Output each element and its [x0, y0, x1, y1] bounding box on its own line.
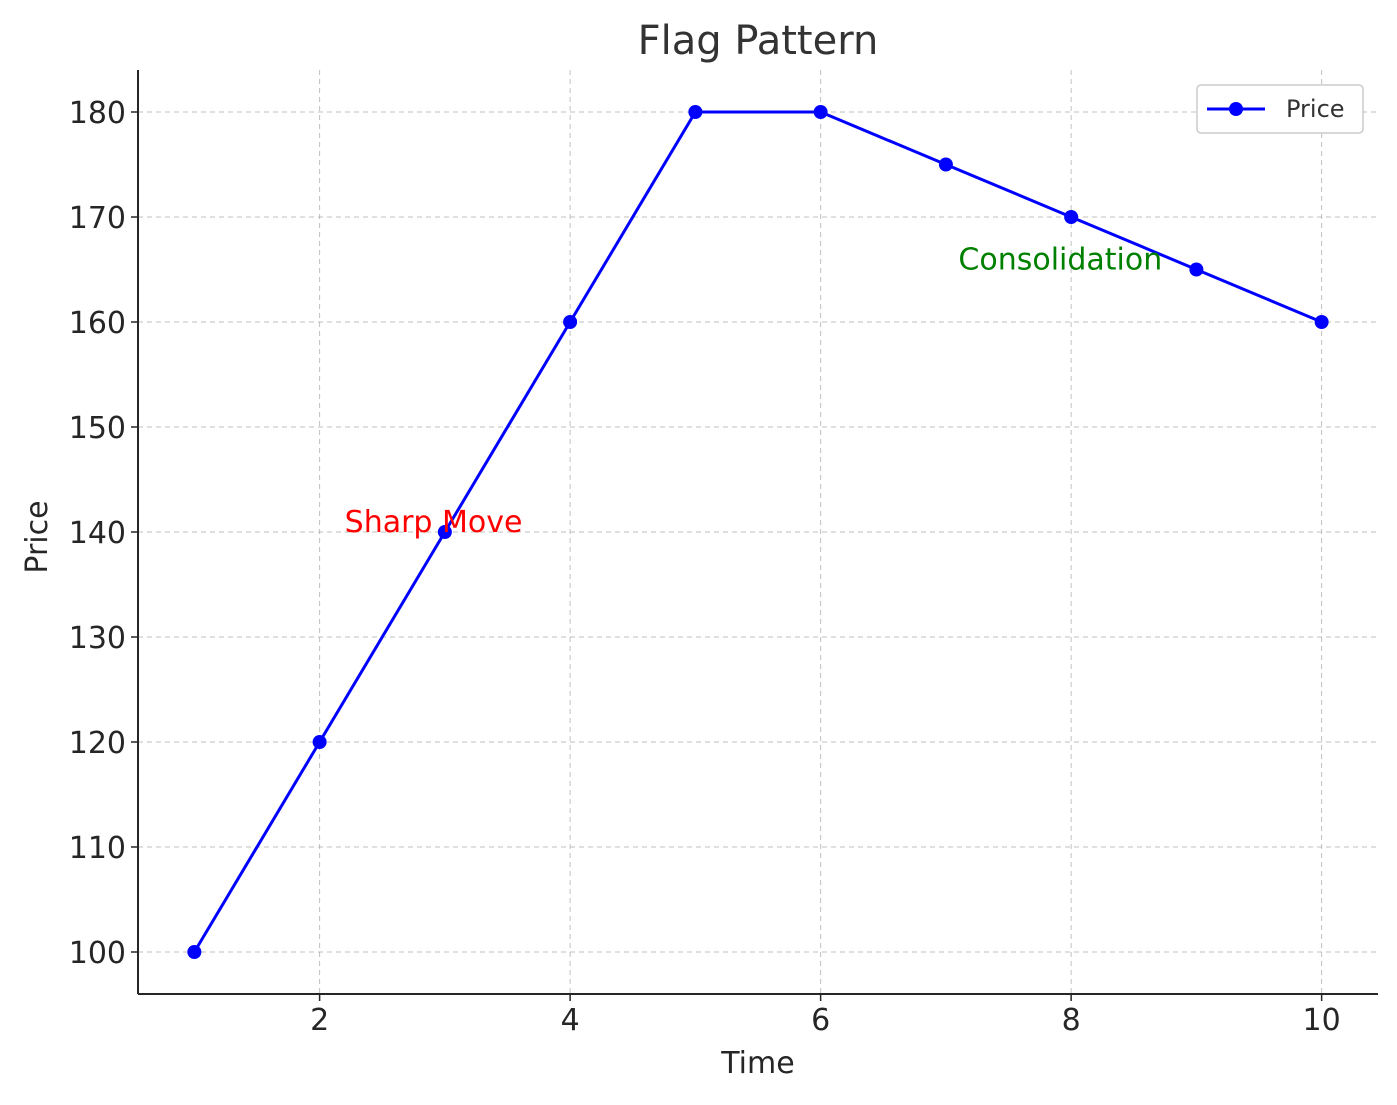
x-tick-label: 2 — [310, 1003, 329, 1038]
data-point — [563, 315, 578, 329]
annotations: Sharp Move Consolidation — [345, 243, 1163, 541]
series-layer — [187, 105, 1329, 959]
grid — [138, 70, 1378, 994]
legend: Price — [1196, 84, 1364, 134]
y-tick-label: 170 — [69, 201, 126, 236]
annotation-label: Sharp Move — [345, 505, 523, 540]
data-point — [312, 735, 327, 749]
data-point — [938, 157, 953, 172]
chart-title: Flag Pattern — [638, 18, 879, 64]
annotation-label: Consolidation — [958, 243, 1162, 278]
y-tick-label: 140 — [69, 516, 126, 551]
data-point — [813, 105, 828, 119]
y-tick-label: 150 — [69, 411, 126, 446]
series-line-price — [193, 110, 1323, 953]
y-tick-label: 110 — [69, 831, 126, 866]
data-point — [437, 525, 452, 539]
x-tick-label: 10 — [1303, 1003, 1341, 1038]
legend-box — [1196, 84, 1364, 134]
legend-marker — [1229, 102, 1243, 116]
y-axis-label: Price — [20, 500, 55, 573]
y-tick-label: 160 — [69, 306, 126, 341]
y-tick-label: 120 — [69, 726, 126, 761]
data-point — [688, 105, 703, 119]
data-point — [1189, 262, 1204, 277]
x-tick-label: 4 — [561, 1003, 580, 1038]
x-tick-label: 8 — [1062, 1003, 1081, 1038]
axes: 2 4 6 8 10 100 110 120 130 140 150 160 170 180 — [69, 70, 1378, 1038]
data-point — [1314, 315, 1329, 329]
y-tick-label: 130 — [69, 621, 126, 656]
data-point — [1064, 210, 1079, 224]
x-tick-label: 6 — [811, 1003, 830, 1038]
x-axis-label: Time — [720, 1046, 794, 1081]
data-point — [187, 945, 202, 959]
legend-label: Price — [1286, 95, 1345, 123]
y-tick-label: 100 — [69, 936, 126, 971]
y-tick-label: 180 — [69, 96, 126, 131]
